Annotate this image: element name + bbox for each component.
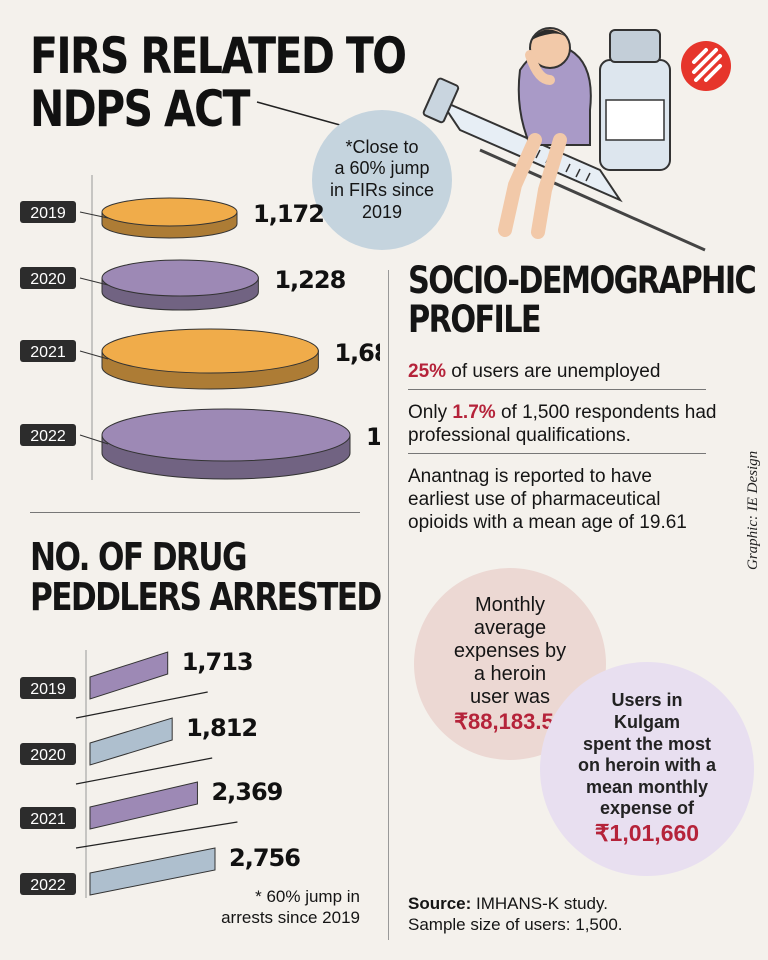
fir-year-2019-label: 2019 [30, 205, 66, 222]
arrests-bar-2021 [89, 781, 198, 830]
fir-leader-2022 [79, 434, 109, 445]
fir-leader-2020 [79, 277, 109, 286]
drug-user-illustration [422, 27, 706, 252]
arrests-separator-2021 [75, 821, 238, 849]
socio-demographic-title: SOCIO-DEMOGRAPHIC PROFILE [408, 259, 757, 341]
fir-value-2019: 1,172 [253, 200, 324, 228]
fir-year-2020-label: 2020 [30, 271, 66, 288]
arrests-separator-2020 [75, 757, 213, 785]
arrests-value-2021: 2,369 [211, 778, 282, 806]
fir-disc-2020 [101, 259, 259, 311]
unemployment-stat: 25% of users are unemployed [408, 361, 661, 382]
arrests-value-2019: 1,713 [182, 648, 253, 676]
arrests-chart-title: NO. OF DRUG PEDDLERS ARRESTED [30, 535, 382, 619]
stat-divider-2 [408, 453, 706, 454]
stat-divider-1 [408, 389, 706, 390]
arrests-year-2022-label: 2022 [30, 877, 66, 894]
fir-year-2020-tag [20, 267, 76, 289]
kulgam-expense-amount: ₹1,01,660 [594, 819, 700, 846]
qualification-stat: Only 1.7% of 1,500 respondents had profe… [408, 402, 717, 447]
arrests-year-2020-label: 2020 [30, 747, 66, 764]
left-divider [30, 512, 360, 513]
unemployment-percent: 25% [408, 361, 447, 382]
arrests-value-2022: 2,756 [229, 844, 300, 872]
fir-year-2019-tag [20, 201, 76, 223]
arrests-bar-2020 [89, 717, 173, 766]
fir-value-2020: 1,228 [274, 266, 345, 294]
fir-jump-note-bubble: *Close to a 60% jump in FIRs since 2019 [312, 110, 452, 250]
fir-disc-2019 [101, 197, 238, 239]
fir-year-2021-label: 2021 [30, 344, 66, 361]
fir-disc-chart: 2019 1,172 2020 1,228 2021 1,687 2022 1,850 [20, 175, 380, 480]
fir-value-2022: 1,850 [366, 423, 380, 451]
kulgam-expense-bubble: Users in Kulgam spent the most on heroin… [540, 662, 754, 876]
center-divider [388, 270, 389, 940]
fir-leader-2021 [79, 350, 109, 360]
arrests-year-2020-tag [20, 743, 76, 765]
fir-disc-2021 [101, 328, 319, 390]
arrests-year-2019-tag [20, 677, 76, 699]
arrests-bar-2019 [89, 651, 169, 700]
graphic-credit: Graphic: IE Design [745, 450, 761, 570]
fir-year-2021-tag [20, 340, 76, 362]
fir-disc-top-2020 [101, 259, 259, 297]
seated-person-illustration [498, 27, 592, 239]
arrests-year-2019-label: 2019 [30, 681, 66, 698]
arrests-value-2020: 1,812 [186, 714, 257, 742]
arrests-year-2021-label: 2021 [30, 811, 66, 828]
pill-bottle-illustration [599, 29, 671, 171]
source-note: Source: IMHANS-K study. Sample size of u… [408, 894, 623, 935]
arrests-bar-2022 [89, 847, 216, 896]
arrests-separator-2019 [75, 691, 208, 719]
fir-disc-top-2021 [101, 328, 319, 374]
fir-year-2022-tag [20, 424, 76, 446]
firs-chart-title: FIRS RELATED TO NDPS ACT [30, 27, 407, 138]
fir-value-2021: 1,687 [334, 339, 380, 367]
fir-disc-2022 [101, 408, 351, 480]
fir-disc-top-2019 [101, 197, 238, 227]
publisher-logo [681, 41, 731, 91]
arrests-bar-chart: 2019 1,713 2020 1,812 2021 2,369 2022 2,756 [20, 648, 301, 898]
arrests-year-2022-tag [20, 873, 76, 895]
fir-year-2022-label: 2022 [30, 428, 66, 445]
fir-leader-2019 [79, 211, 109, 219]
arrests-jump-note: * 60% jump in arrests since 2019 [221, 887, 360, 928]
title-pointer-line [256, 101, 341, 126]
anantnag-stat: Anantnag is reported to have earliest us… [408, 466, 687, 534]
arrests-year-2021-tag [20, 807, 76, 829]
fir-disc-top-2022 [101, 408, 351, 462]
